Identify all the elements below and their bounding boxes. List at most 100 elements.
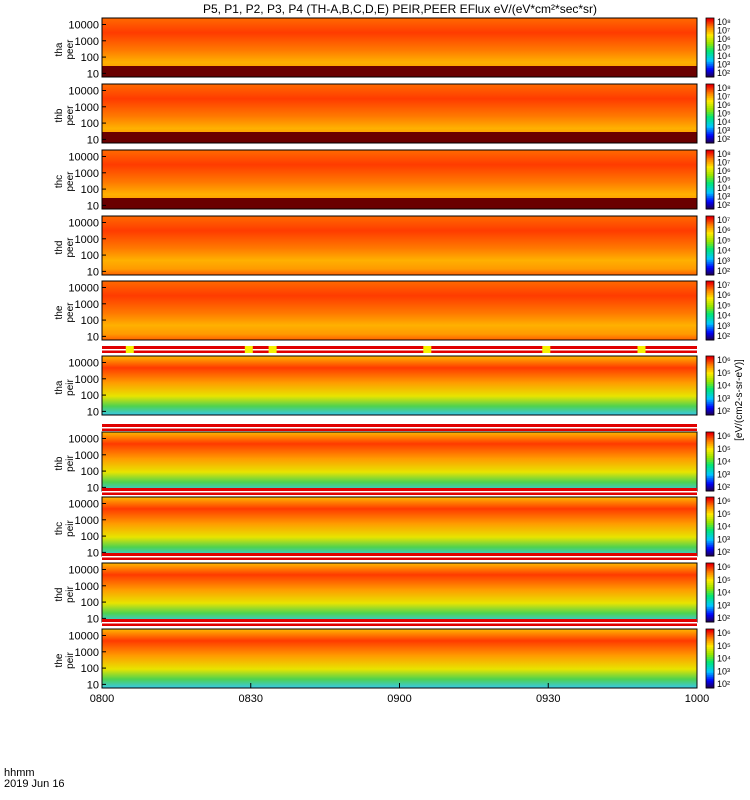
y-tick-label: 10000 bbox=[68, 357, 99, 369]
colorbar-frame bbox=[705, 355, 715, 416]
colorbar-tick-label: 10⁵ bbox=[717, 575, 731, 585]
colorbar-tick-label: 10⁵ bbox=[717, 235, 731, 245]
y-tick-label: 100 bbox=[81, 466, 99, 478]
colorbar: 10² 10³ 10⁴ 10⁵ 10⁶ bbox=[705, 562, 731, 623]
colorbar-segment bbox=[706, 365, 714, 369]
colorbar-segment bbox=[706, 463, 714, 466]
colorbar-segment bbox=[706, 590, 714, 593]
colorbar-tick-label: 10² bbox=[717, 266, 730, 276]
colorbar-segment bbox=[706, 409, 714, 412]
colorbar-segment bbox=[706, 634, 714, 638]
colorbar-segment bbox=[706, 528, 714, 531]
panel-label: peer bbox=[65, 105, 76, 126]
y-tick-label: 100 bbox=[81, 184, 99, 196]
colorbar-segment bbox=[706, 201, 714, 204]
colorbar-segment bbox=[706, 630, 714, 634]
colorbar-segment bbox=[706, 225, 714, 229]
colorbar-segment bbox=[706, 43, 714, 47]
colorbar-segment bbox=[706, 129, 714, 132]
y-tick-label: 1000 bbox=[75, 36, 99, 48]
colorbar-segment bbox=[706, 197, 714, 200]
y-tick-label: 10 bbox=[87, 134, 99, 146]
colorbar-segment bbox=[706, 189, 714, 192]
colorbar-frame bbox=[705, 431, 715, 492]
colorbar-segment bbox=[706, 326, 714, 329]
colorbar-segment bbox=[706, 177, 714, 180]
colorbar-tick-label: 10⁸ bbox=[717, 17, 731, 27]
colorbar-segment bbox=[706, 588, 714, 592]
colorbar-segment bbox=[706, 255, 714, 258]
colorbar-segment bbox=[706, 620, 714, 623]
colorbar-segment bbox=[706, 183, 714, 186]
colorbar-segment bbox=[706, 47, 714, 50]
colorbar-segment bbox=[706, 445, 714, 449]
colorbar-tick-label: 10² bbox=[717, 613, 730, 623]
colorbar-segment bbox=[706, 322, 714, 325]
colorbar-segment bbox=[706, 616, 714, 619]
colorbar-segment bbox=[706, 115, 714, 118]
colorbar-segment bbox=[706, 296, 714, 300]
colorbar-segment bbox=[706, 282, 714, 286]
colorbar-tick-label: 10⁶ bbox=[717, 496, 731, 506]
y-tick-label: 100 bbox=[81, 315, 99, 327]
colorbar-segment bbox=[706, 508, 714, 512]
x-tick-label: 0830 bbox=[239, 693, 263, 705]
colorbar-segment bbox=[706, 656, 714, 659]
colorbar-tick-label: 10⁴ bbox=[717, 654, 731, 664]
colorbar-segment bbox=[706, 536, 714, 539]
colorbar-segment bbox=[706, 401, 714, 404]
colorbar-segment bbox=[706, 670, 714, 673]
y-tick-label: 10000 bbox=[68, 85, 99, 97]
spectrogram-image bbox=[102, 629, 697, 688]
colorbar-segment bbox=[706, 137, 714, 140]
colorbar-segment bbox=[706, 19, 714, 23]
colorbar-segment bbox=[706, 69, 714, 72]
colorbar-segment bbox=[706, 191, 714, 194]
colorbar-frame bbox=[705, 215, 715, 276]
colorbar-tick-label: 10⁶ bbox=[717, 628, 731, 638]
colorbar: 10² 10³ 10⁴ 10⁵ 10⁶ bbox=[705, 496, 731, 557]
colorbar-segment bbox=[706, 465, 714, 468]
colorbar-tick-label: 10⁵ bbox=[717, 175, 731, 185]
colorbar-segment bbox=[706, 684, 714, 687]
colorbar-tick-label: 10⁴ bbox=[717, 381, 731, 391]
x-axis: 0800 0830 0900 0930 1000 [eV/(cm2-s-sr-eV)] bbox=[90, 359, 745, 705]
spectrogram-image bbox=[102, 432, 697, 491]
panel-label: the bbox=[54, 653, 65, 667]
y-tick-label: 10 bbox=[87, 200, 99, 212]
colorbar-segment bbox=[706, 113, 714, 116]
colorbar-segment bbox=[706, 367, 714, 371]
colorbar-segment bbox=[706, 93, 714, 97]
y-tick-label: 10000 bbox=[68, 19, 99, 31]
panel-label: peer bbox=[65, 302, 76, 323]
y-tick-label: 10000 bbox=[68, 564, 99, 576]
colorbar-segment bbox=[706, 473, 714, 476]
y-tick-label: 100 bbox=[81, 250, 99, 262]
colorbar-tick-label: 10⁵ bbox=[717, 109, 731, 119]
colorbar-tick-label: 10³ bbox=[717, 534, 730, 544]
colorbar-tick-label: 10² bbox=[717, 331, 730, 341]
colorbar-segment bbox=[706, 435, 714, 439]
x-tick-label: 1000 bbox=[685, 693, 709, 705]
colorbar-segment bbox=[706, 131, 714, 134]
colorbar-segment bbox=[706, 105, 714, 109]
colorbar-segment bbox=[706, 84, 714, 87]
colorbar-segment bbox=[706, 304, 714, 308]
colorbar-segment bbox=[706, 668, 714, 671]
spectrogram-image bbox=[102, 563, 697, 622]
colorbar-segment bbox=[706, 666, 714, 669]
colorbar-segment bbox=[706, 546, 714, 549]
colorbar-tick-label: 10² bbox=[717, 200, 730, 210]
colorbar-segment bbox=[706, 642, 714, 646]
gap-marker bbox=[637, 346, 646, 353]
colorbar-segment bbox=[706, 596, 714, 599]
colorbar-tick-label: 10⁶ bbox=[717, 225, 731, 235]
colorbar-segment bbox=[706, 580, 714, 584]
colorbar-tick-label: 10⁵ bbox=[717, 641, 731, 651]
colorbar-segment bbox=[706, 223, 714, 227]
colorbar-segment bbox=[706, 395, 714, 398]
